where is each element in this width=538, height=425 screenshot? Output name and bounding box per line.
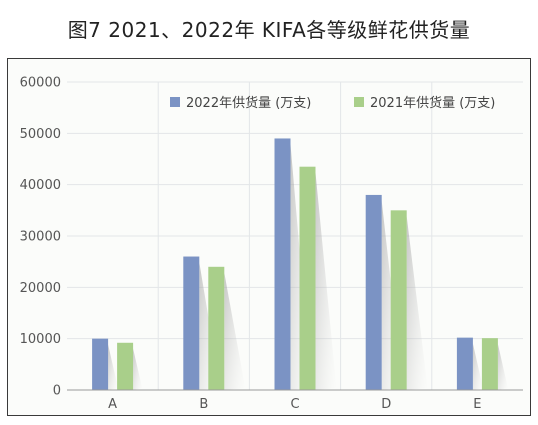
bar-D-series-1 (365, 194, 382, 390)
x-tick-label: A (108, 397, 117, 412)
bar-E-series-1 (456, 337, 473, 390)
bar-shadow (133, 348, 143, 390)
y-tick-label: 40000 (20, 178, 61, 193)
legend-swatch-series-2 (354, 97, 364, 107)
bar-C-series-2 (299, 166, 316, 390)
x-tick-label: E (473, 397, 481, 412)
legend-label-series-1: 2022年供货量 (万支) (186, 95, 311, 111)
y-tick-label: 10000 (20, 332, 61, 347)
x-tick-label: C (290, 397, 299, 412)
y-tick-label: 20000 (20, 281, 61, 296)
y-tick-label: 30000 (20, 230, 61, 245)
bar-A-series-1 (92, 338, 109, 390)
chart-title: 图7 2021、2022年 KIFA各等级鲜花供货量 (67, 18, 471, 42)
legend: 2022年供货量 (万支) 2021年供货量 (万支) (170, 95, 495, 111)
y-tick-label: 0 (53, 384, 61, 399)
bar-shadow (108, 344, 118, 390)
bars (92, 138, 498, 390)
chart-frame: 0 10000 20000 30000 40000 50000 60000 A B C D E 202… (7, 58, 531, 416)
legend-swatch-series-1 (170, 97, 180, 107)
x-tick-label: B (199, 397, 208, 412)
bar-shadow (497, 344, 508, 390)
bar-A-series-2 (117, 342, 134, 390)
x-tick-label: D (381, 397, 391, 412)
bar-E-series-2 (481, 338, 498, 390)
bar-shadow (472, 343, 483, 390)
gridlines (67, 81, 523, 390)
axes: 0 10000 20000 30000 40000 50000 60000 A B C D E (20, 76, 523, 412)
bar-shadow (406, 216, 428, 390)
bar-shadow (224, 272, 246, 390)
y-tick-label: 50000 (20, 127, 61, 142)
bar-chart: 0 10000 20000 30000 40000 50000 60000 A B C D E 202… (20, 76, 523, 412)
bar-B-series-2 (208, 266, 225, 390)
y-tick-label: 60000 (20, 76, 61, 91)
bar-C-series-1 (274, 138, 291, 390)
bar-B-series-1 (183, 256, 200, 390)
bar-D-series-2 (390, 210, 407, 390)
legend-label-series-2: 2021年供货量 (万支) (370, 95, 495, 111)
bar-shadow (315, 172, 337, 390)
